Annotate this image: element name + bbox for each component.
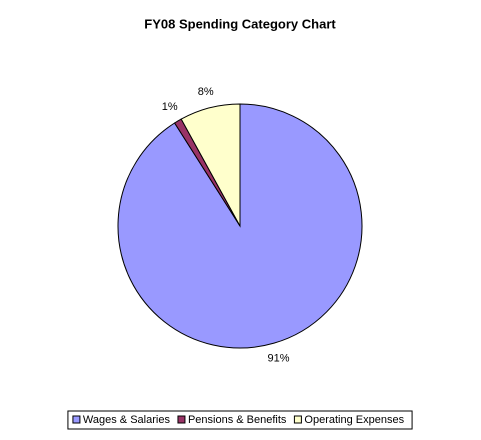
legend-label: Pensions & Benefits	[188, 414, 287, 426]
legend-swatch	[293, 415, 302, 424]
legend-box	[67, 410, 413, 430]
chart-title: FY08 Spending Category Chart	[144, 16, 336, 31]
pie-slice	[180, 103, 241, 227]
data-label: 8%	[198, 86, 214, 98]
legend-swatch	[72, 415, 81, 424]
legend: Wages & Salaries Pensions & Benefits Opera…	[67, 410, 413, 430]
data-label: 1%	[162, 101, 178, 113]
data-label: 91%	[267, 352, 289, 364]
legend-swatch	[177, 415, 186, 424]
legend-label: Wages & Salaries	[83, 414, 171, 426]
legend-label: Operating Expenses	[304, 414, 404, 426]
